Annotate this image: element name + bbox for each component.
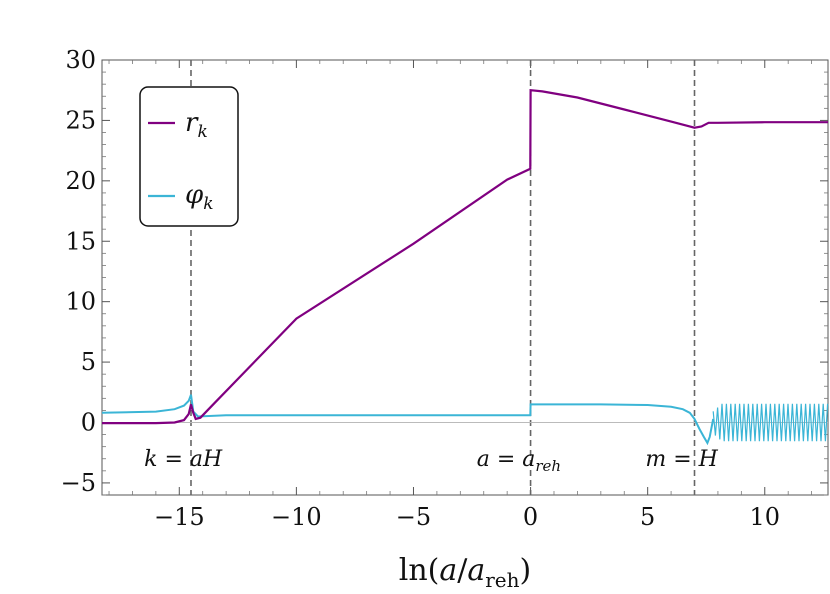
x-tick-label: 10 xyxy=(749,503,780,531)
x-axis-label: ln(a/areh) xyxy=(399,553,532,592)
legend-label-phi-k: φk xyxy=(185,180,214,214)
y-tick-label: 10 xyxy=(65,288,96,316)
annotation-m-H: m = H xyxy=(645,447,718,472)
series-line-r-k xyxy=(102,88,828,425)
y-tick-label: 0 xyxy=(81,409,96,437)
legend: rk φk xyxy=(139,86,239,227)
x-tick-label: −15 xyxy=(154,503,205,531)
annotation-a-areh: a = areh xyxy=(477,447,561,475)
y-tick-label: 15 xyxy=(65,227,96,255)
x-tick-label: 5 xyxy=(640,503,655,531)
legend-box xyxy=(139,86,239,227)
x-tick-label: −10 xyxy=(271,503,322,531)
y-tick-label: 25 xyxy=(65,106,96,134)
y-tick-label: 5 xyxy=(81,348,96,376)
x-tick-label: −5 xyxy=(396,503,431,531)
x-tick-label: 0 xyxy=(523,503,538,531)
y-tick-label: 30 xyxy=(65,46,96,74)
y-tick-label: −5 xyxy=(61,469,96,497)
series-line-phi-k xyxy=(101,394,715,446)
legend-label-r-k: rk xyxy=(185,108,208,142)
annotation-k-aH: k = aH xyxy=(144,447,223,472)
y-tick-label: 20 xyxy=(65,167,96,195)
series-line-phi-k-oscillation xyxy=(712,403,829,442)
